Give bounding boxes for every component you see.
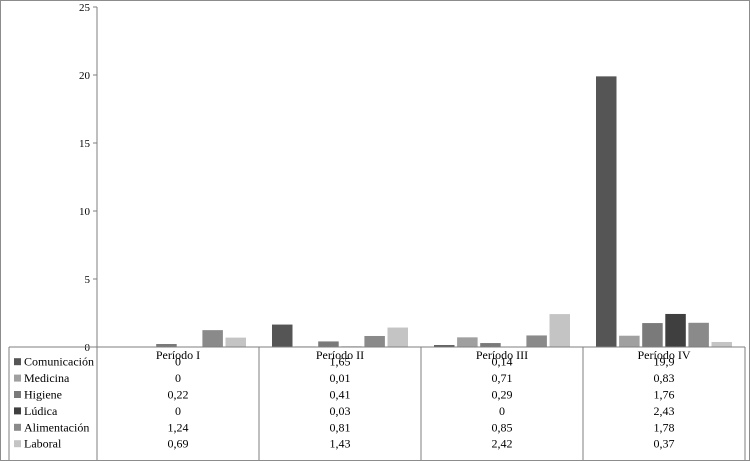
data-cell: 0 xyxy=(175,404,181,418)
legend-swatch xyxy=(14,374,21,382)
legend-label: Medicina xyxy=(24,371,70,385)
legend-swatch xyxy=(14,407,21,415)
data-cell: 19,9 xyxy=(654,355,675,369)
data-cell: 0 xyxy=(175,355,181,369)
y-tick-label: 0 xyxy=(85,342,91,354)
bar-comunicación xyxy=(272,324,293,347)
data-cell: 0,69 xyxy=(168,437,189,451)
y-tick-label: 20 xyxy=(79,70,91,82)
data-cell: 0,03 xyxy=(330,404,351,418)
bar-alimentación xyxy=(364,335,385,347)
bar-higiene xyxy=(156,344,177,347)
data-cell: 0,29 xyxy=(492,388,513,402)
bar-alimentación xyxy=(688,322,709,347)
bar-laboral xyxy=(711,341,732,347)
data-cell: 1,65 xyxy=(330,355,351,369)
legend-label: Laboral xyxy=(24,437,62,451)
data-cell: 0 xyxy=(499,404,505,418)
legend-swatch xyxy=(14,440,21,448)
data-cell: 0,83 xyxy=(654,371,675,385)
data-cell: 0,01 xyxy=(330,371,351,385)
data-cell: 0,81 xyxy=(330,420,351,434)
data-cell: 0,41 xyxy=(330,388,351,402)
bar-laboral xyxy=(549,314,570,347)
bar-laboral xyxy=(225,337,246,347)
bar-comunicación xyxy=(434,345,455,347)
data-cell: 0,71 xyxy=(492,371,513,385)
x-category-label: Período I xyxy=(156,348,200,362)
bar-medicina xyxy=(457,337,478,347)
legend-label: Lúdica xyxy=(24,404,58,418)
legend-swatch xyxy=(14,423,21,431)
data-cell: 0,85 xyxy=(492,420,513,434)
data-cell: 1,78 xyxy=(654,420,675,434)
bar-lúdica xyxy=(665,313,686,347)
data-cell: 0,37 xyxy=(654,437,675,451)
y-tick-label: 5 xyxy=(85,274,91,286)
y-tick-label: 25 xyxy=(79,2,91,14)
y-tick-label: 15 xyxy=(79,138,91,150)
x-category-label: Período IV xyxy=(638,348,691,362)
bar-higiene xyxy=(480,343,501,347)
bar-alimentación xyxy=(202,330,223,347)
x-category-label: Período II xyxy=(316,348,364,362)
data-cell: 1,43 xyxy=(330,437,351,451)
legend-label: Alimentación xyxy=(24,420,89,434)
data-cell: 1,24 xyxy=(168,420,189,434)
data-cell: 0 xyxy=(175,371,181,385)
data-cell: 0,22 xyxy=(168,388,189,402)
data-cell: 0,14 xyxy=(492,355,513,369)
data-cell: 1,76 xyxy=(654,388,675,402)
bar-higiene xyxy=(642,323,663,347)
legend-swatch xyxy=(14,391,21,398)
bar-higiene xyxy=(318,341,339,347)
legend-label: Comunicación xyxy=(24,355,94,369)
legend-swatch xyxy=(14,358,21,366)
bar-comunicación xyxy=(596,76,617,348)
bar-medicina xyxy=(619,335,640,347)
data-cell: 2,43 xyxy=(654,404,675,418)
legend-label: Higiene xyxy=(24,388,62,402)
bar-alimentación xyxy=(526,335,547,347)
data-cell: 2,42 xyxy=(492,437,513,451)
bar-laboral xyxy=(387,327,408,347)
x-category-label: Período III xyxy=(476,348,528,362)
y-tick-label: 10 xyxy=(79,206,91,218)
